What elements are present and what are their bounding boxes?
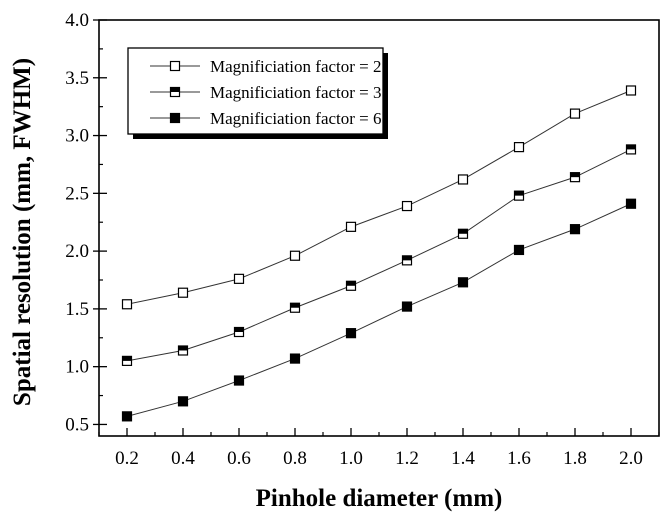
series-1-point (233, 273, 245, 284)
series-2-point (121, 355, 133, 366)
y-tick-label: 3.5 (65, 68, 89, 89)
legend-marker (169, 112, 181, 124)
x-tick-label: 2.0 (619, 448, 643, 469)
series-1 (121, 85, 637, 310)
series-2-point (289, 302, 301, 313)
series-2-point (513, 190, 525, 201)
series-3-line (126, 203, 632, 417)
series-1-point (177, 287, 189, 298)
y-tick-label: 4.0 (65, 10, 89, 31)
x-tick-label: 1.2 (395, 448, 419, 469)
series-1-point (569, 108, 581, 119)
x-tick-label: 0.6 (227, 448, 251, 469)
series-3-point (457, 277, 469, 288)
series-3-point (625, 198, 637, 209)
y-tick-label: 1.0 (65, 357, 89, 378)
series-2-point (569, 172, 581, 183)
series-1-point (401, 200, 413, 212)
legend-entry: Magnificiation factor = 6 (150, 109, 382, 128)
series-2-point (177, 345, 189, 356)
series-2 (121, 144, 637, 366)
series-3-point (569, 224, 581, 235)
legend-label: Magnificiation factor = 3 (210, 83, 382, 102)
series-1-point (625, 85, 637, 96)
axes: 0.2 0.4 0.6 0.8 1.0 1.2 1.4 1.6 1.8 2.0 0.5 1.0 1.5 2… (65, 10, 660, 469)
legend-label: Magnificiation factor = 2 (210, 57, 382, 76)
y-tick-label: 1.5 (65, 299, 89, 320)
series-1-line (126, 90, 632, 305)
legend: Magnificiation factor = 2 Magnificiation … (127, 47, 388, 139)
plot-series (121, 85, 637, 422)
y-tick-label: 2.0 (65, 241, 89, 262)
series-2-point (401, 255, 413, 266)
y-tick-label: 3.0 (65, 126, 89, 147)
legend-entry: Magnificiation factor = 2 (150, 57, 382, 76)
series-1-point (513, 142, 525, 153)
series-3-point (177, 396, 189, 407)
series-3-point (401, 301, 413, 312)
legend-entry: Magnificiation factor = 3 (150, 83, 382, 102)
x-tick-label: 1.4 (451, 448, 475, 469)
x-tick-label: 1.6 (507, 448, 531, 469)
series-3-point (289, 353, 301, 364)
series-2-point (233, 326, 245, 338)
y-axis-title: Spatial resolution (mm, FWHM) (9, 58, 36, 406)
y-tick-label: 2.5 (65, 183, 89, 204)
x-tick-label: 0.4 (171, 448, 195, 469)
series-2-line (126, 148, 632, 362)
series-1-point (121, 299, 133, 310)
x-tick-label: 0.2 (115, 448, 139, 469)
legend-label: Magnificiation factor = 6 (210, 109, 382, 128)
legend-marker (169, 86, 181, 98)
series-3-point (345, 328, 357, 339)
series-1-point (345, 221, 357, 232)
series-1-point (457, 174, 469, 185)
series-2-point (625, 144, 637, 155)
series-1-point (289, 250, 301, 261)
series-2-point (457, 228, 469, 239)
x-tick-label: 1.0 (339, 448, 363, 469)
series-3-point (121, 411, 133, 422)
x-axis-title: Pinhole diameter (mm) (256, 485, 503, 512)
x-tick-label: 0.8 (283, 448, 307, 469)
legend-marker (169, 60, 181, 72)
y-tick-label: 0.5 (65, 414, 89, 435)
series-2-point (345, 280, 357, 291)
series-3-point (513, 244, 525, 256)
x-tick-label: 1.8 (563, 448, 587, 469)
series-3-point (233, 375, 245, 386)
series-3 (121, 198, 637, 422)
